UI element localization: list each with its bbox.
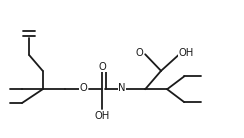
Text: O: O — [99, 62, 106, 72]
Text: N: N — [118, 83, 126, 93]
Text: OH: OH — [179, 48, 194, 58]
Text: O: O — [135, 48, 143, 58]
Text: OH: OH — [95, 111, 110, 121]
Text: O: O — [79, 83, 87, 93]
